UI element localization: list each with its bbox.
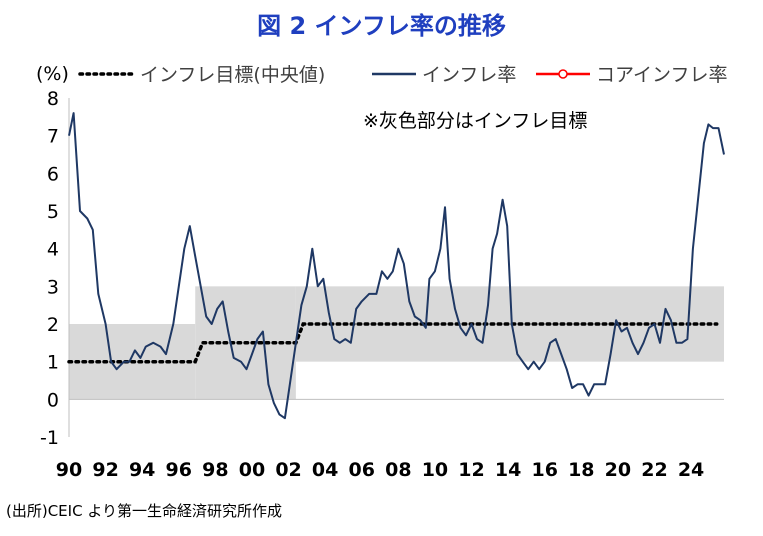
- y-tick-label: 8: [47, 88, 59, 110]
- legend-label-core: コアインフレ率: [596, 64, 727, 86]
- x-tick-label: 02: [275, 459, 301, 481]
- y-tick-label: 6: [47, 163, 59, 185]
- y-tick-label: 3: [47, 276, 59, 298]
- y-tick-label: 2: [47, 314, 59, 336]
- y-tick-label: 4: [47, 239, 59, 261]
- x-tick-label: 22: [641, 459, 667, 481]
- legend-marker-core: [558, 69, 568, 79]
- x-tick-label: 14: [495, 459, 521, 481]
- x-tick-label: 90: [56, 459, 82, 481]
- x-tick-label: 06: [349, 459, 375, 481]
- x-tick-label: 12: [458, 459, 484, 481]
- chart-title: 図 2 インフレ率の推移: [257, 12, 506, 40]
- x-tick-label: 98: [202, 459, 228, 481]
- source-note: (出所)CEIC より第一生命経済研究所作成: [6, 502, 283, 520]
- x-tick-label: 00: [239, 459, 265, 481]
- y-tick-label: 7: [47, 126, 59, 148]
- x-tick-label: 10: [422, 459, 448, 481]
- x-tick-label: 16: [531, 459, 557, 481]
- x-tick-label: 20: [605, 459, 631, 481]
- series-line-target: [67, 322, 719, 364]
- y-tick-label: 1: [47, 352, 59, 374]
- x-tick-label: 08: [385, 459, 411, 481]
- x-tick-label: 04: [312, 459, 338, 481]
- legend-label-target: インフレ目標(中央値): [140, 64, 325, 86]
- legend-label-inflation: インフレ率: [422, 64, 516, 86]
- x-tick-label: 92: [92, 459, 118, 481]
- x-tick-label: 94: [129, 459, 155, 481]
- band-annotation: ※灰色部分はインフレ目標: [363, 110, 587, 132]
- x-tick-label: 18: [568, 459, 594, 481]
- y-tick-label: 5: [47, 201, 59, 223]
- y-tick-label: 0: [47, 389, 59, 411]
- x-tick-label: 96: [166, 459, 192, 481]
- x-tick-label: 24: [678, 459, 704, 481]
- y-tick-label: -1: [40, 427, 59, 449]
- unit-label: (%): [36, 63, 69, 85]
- series-line-inflation: [68, 112, 725, 420]
